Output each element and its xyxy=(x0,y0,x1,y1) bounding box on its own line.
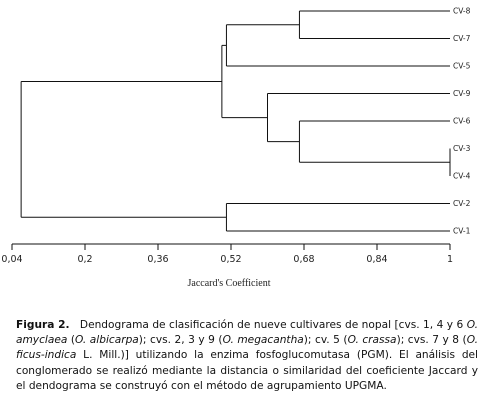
dendrogram-branches xyxy=(20,10,451,232)
x-tick-label: 0,04 xyxy=(1,254,22,265)
figure-caption: Figura 2. Dendograma de clasificación de… xyxy=(16,318,478,394)
caption-species-1: O. amyclaea xyxy=(16,319,479,347)
leaf-label-cv-2: CV-2 xyxy=(453,199,471,208)
dendrogram-figure: 0,04 0,2 0,36 0,52 0,68 0,84 1 Jaccard's Coeff… xyxy=(1,7,471,290)
leaf-label-cv-8: CV-8 xyxy=(453,7,471,16)
x-axis-ticks: 0,04 0,2 0,36 0,52 0,68 0,84 1 xyxy=(1,244,453,265)
leaf-label-cv-5: CV-5 xyxy=(453,62,471,71)
x-tick-label: 0,68 xyxy=(293,254,314,265)
leaf-label-cv-7: CV-7 xyxy=(453,34,471,43)
caption-species-5: O. ficus-indica xyxy=(16,334,478,362)
caption-text-4: ); cv. 5 ( xyxy=(303,334,348,347)
caption-text-1: Dendograma de clasificación de nueve cul… xyxy=(79,319,467,331)
leaf-label-cv-3: CV-3 xyxy=(453,144,471,153)
x-tick-label: 0,36 xyxy=(147,254,168,265)
leaf-label-cv-6: CV-6 xyxy=(453,117,471,126)
x-tick-label: 1 xyxy=(447,254,453,265)
dendrogram-svg: 0,04 0,2 0,36 0,52 0,68 0,84 1 Jaccard's Coeff… xyxy=(1,7,471,290)
caption-label: Figura 2. xyxy=(16,319,70,331)
x-tick-label: 0,52 xyxy=(220,254,241,265)
caption-species-2: O. albicarpa xyxy=(75,334,139,347)
caption-text-6: L. Mill.)] utilizando la enzima fosfoglu… xyxy=(16,349,478,392)
x-axis-title: Jaccard's Coefficient xyxy=(188,278,271,289)
leaf-labels: CV-8 CV-7 CV-5 CV-9 CV-6 CV-3 CV-4 CV-2 CV-1 xyxy=(453,7,471,236)
x-tick-label: 0,84 xyxy=(366,254,387,265)
caption-text-3: ); cvs. 2, 3 y 9 ( xyxy=(138,334,223,347)
caption-text-5: ); cvs. 7 y 8 ( xyxy=(396,334,467,347)
caption-species-4: O. crassa xyxy=(347,334,397,347)
leaf-label-cv-1: CV-1 xyxy=(453,227,471,236)
leaf-label-cv-9: CV-9 xyxy=(453,89,471,98)
x-tick-label: 0,2 xyxy=(77,254,92,265)
caption-text-2: ( xyxy=(67,334,76,347)
leaf-label-cv-4: CV-4 xyxy=(453,172,471,181)
caption-species-3: O. megacantha xyxy=(222,334,304,347)
